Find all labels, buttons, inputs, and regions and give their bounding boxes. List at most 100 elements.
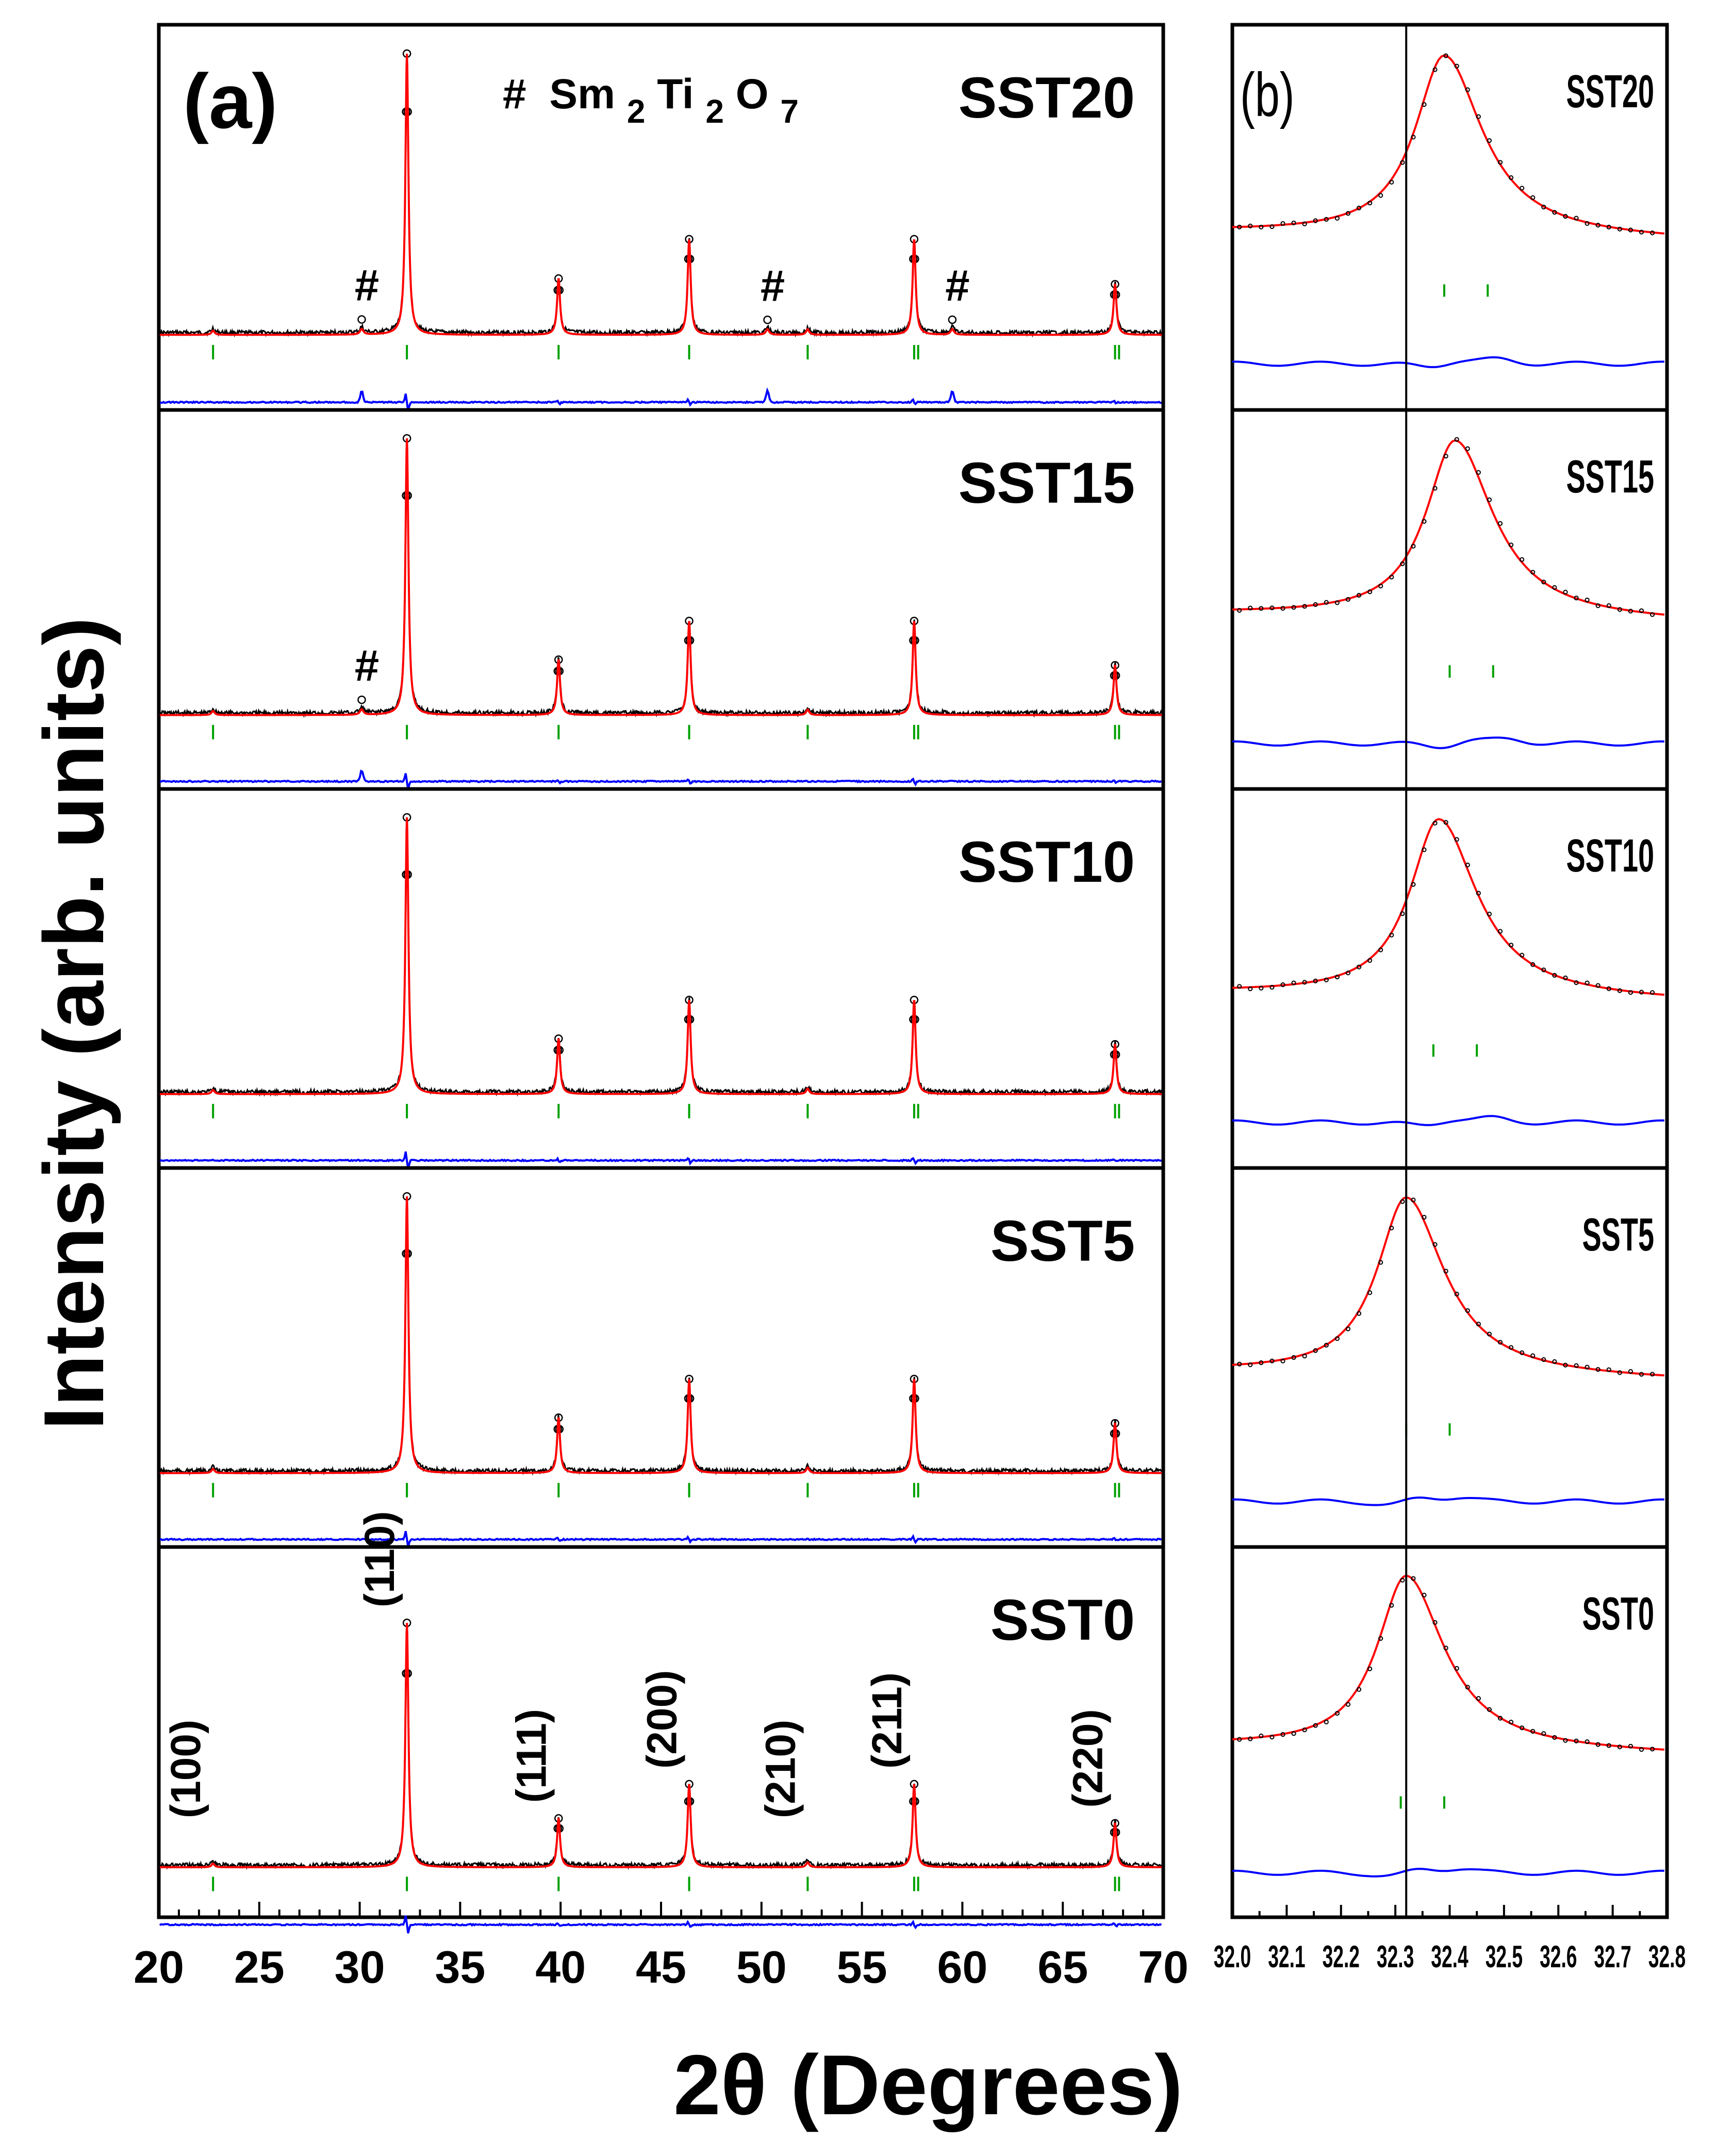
observed-point-b	[1454, 837, 1459, 842]
observed-point-b	[1497, 1340, 1503, 1345]
observed-point-b	[1574, 1363, 1579, 1368]
x-tick-label-b: 32.2	[1323, 1939, 1360, 1974]
observed-point-b	[1280, 606, 1285, 611]
observed-point-b	[1563, 1362, 1568, 1368]
observed-point-b	[1454, 1291, 1459, 1297]
observed-point-b	[1628, 227, 1633, 233]
x-tick-label-b: 32.3	[1377, 1939, 1414, 1974]
observed-point-b	[1465, 1308, 1470, 1313]
observed-point-b	[1378, 193, 1383, 198]
observed-point-b	[1422, 519, 1427, 524]
observed-point-b	[1639, 608, 1644, 613]
x-tick-label-a: 30	[335, 1941, 385, 1993]
observed-point-b	[1291, 220, 1296, 225]
observed-point-b	[1530, 1353, 1536, 1358]
observed-point-b	[1422, 847, 1427, 852]
x-tick-label-b: 32.5	[1486, 1939, 1523, 1974]
observed-point-b	[1649, 1747, 1655, 1752]
observed-point-b	[1280, 1732, 1285, 1737]
x-tick-label-a: 70	[1138, 1941, 1189, 1993]
observed-point-b	[1324, 1343, 1329, 1348]
impurity-legend-el2: Ti	[657, 71, 694, 118]
observed-point-b	[1280, 982, 1285, 988]
panel-a-sst10: SST10	[157, 787, 1165, 1170]
observed-point-b	[1269, 1358, 1275, 1363]
observed-trace	[159, 1632, 1163, 1870]
sample-label-a: SST10	[959, 830, 1135, 894]
calculated-trace-b	[1232, 818, 1664, 996]
observed-point-b	[1595, 1367, 1600, 1372]
calculated-trace	[159, 438, 1162, 716]
calculated-trace	[159, 817, 1162, 1095]
observed-point-b	[1356, 593, 1362, 598]
difference-trace	[159, 387, 1162, 412]
observed-point-b	[1411, 882, 1416, 887]
impurity-marker: #	[945, 261, 969, 310]
observed-point-b	[1508, 1719, 1514, 1725]
observed-point-b	[1432, 1620, 1438, 1625]
x-tick-label-a: 35	[435, 1941, 485, 1993]
observed-point-b	[1541, 1731, 1546, 1736]
observed-point-b	[1291, 1355, 1296, 1360]
observed-point-b	[1400, 911, 1405, 916]
observed-point-b	[1639, 1747, 1644, 1752]
observed-point-b	[1508, 1345, 1514, 1350]
sample-label-a: SST15	[959, 451, 1135, 515]
observed-point-b	[1443, 53, 1448, 58]
impurity-legend-el3: O	[736, 71, 769, 118]
observed-point-b	[1487, 911, 1492, 917]
observed-point-b	[1541, 967, 1546, 973]
panel-b-sst20: SST20	[1230, 23, 1669, 412]
observed-point-b	[1649, 1372, 1655, 1377]
observed-point-b	[1606, 603, 1611, 608]
observed-point-b	[1465, 446, 1470, 451]
impurity-marker: #	[355, 641, 379, 690]
hkl-label: (200)	[639, 1670, 686, 1769]
impurity-legend-sub1: 2	[627, 93, 646, 130]
observed-point-b	[1595, 1742, 1600, 1747]
observed-point-b	[1508, 175, 1514, 180]
observed-point-b	[1345, 211, 1351, 216]
observed-point-b	[1313, 1723, 1318, 1728]
observed-point-b	[1520, 557, 1525, 562]
observed-point-b	[1476, 114, 1481, 119]
calculated-trace	[159, 1623, 1162, 1868]
impurity-legend-sub2: 2	[705, 93, 724, 130]
observed-point-b	[1367, 1290, 1373, 1295]
observed-point-b	[1291, 1731, 1296, 1736]
calculated-trace-b	[1232, 1574, 1664, 1751]
observed-point-b	[1389, 179, 1394, 185]
observed-point-b	[1628, 990, 1633, 995]
observed-point-b	[1443, 1645, 1448, 1651]
observed-trace	[159, 62, 1163, 338]
observed-point-b	[1302, 1727, 1307, 1733]
observed-point-b	[1617, 226, 1622, 232]
observed-point-b	[1302, 980, 1307, 985]
observed-point-b	[1334, 600, 1340, 605]
observed-point-b	[1324, 600, 1329, 605]
observed-point-b	[1269, 1734, 1275, 1740]
observed-point-b	[1563, 213, 1568, 219]
observed-point-b	[1378, 1260, 1383, 1265]
observed-point-b	[1345, 597, 1351, 602]
difference-trace-b	[1232, 1115, 1664, 1126]
observed-point-b	[1497, 929, 1503, 934]
x-tick-label-a: 25	[234, 1941, 285, 1993]
observed-point-b	[1334, 974, 1340, 980]
sample-label-a: SST20	[959, 65, 1135, 130]
sample-label-b: SST10	[1566, 829, 1654, 881]
observed-point-b	[1606, 1367, 1611, 1372]
impurity-legend-sub3: 7	[780, 93, 799, 130]
observed-point-b	[1313, 1348, 1318, 1353]
observed-point-b	[1530, 195, 1536, 200]
observed-point-b	[1454, 1666, 1459, 1671]
hkl-label: (111)	[508, 1709, 555, 1803]
impurity-point	[357, 695, 366, 704]
observed-trace	[159, 827, 1163, 1097]
impurity-legend: # Sm 2 Ti 2 O 7	[503, 71, 799, 132]
observed-point-b	[1334, 1336, 1340, 1341]
difference-trace	[159, 769, 1162, 790]
observed-point-b	[1367, 958, 1373, 963]
hkl-label: (110)	[356, 1511, 403, 1607]
observed-point-b	[1237, 608, 1242, 613]
